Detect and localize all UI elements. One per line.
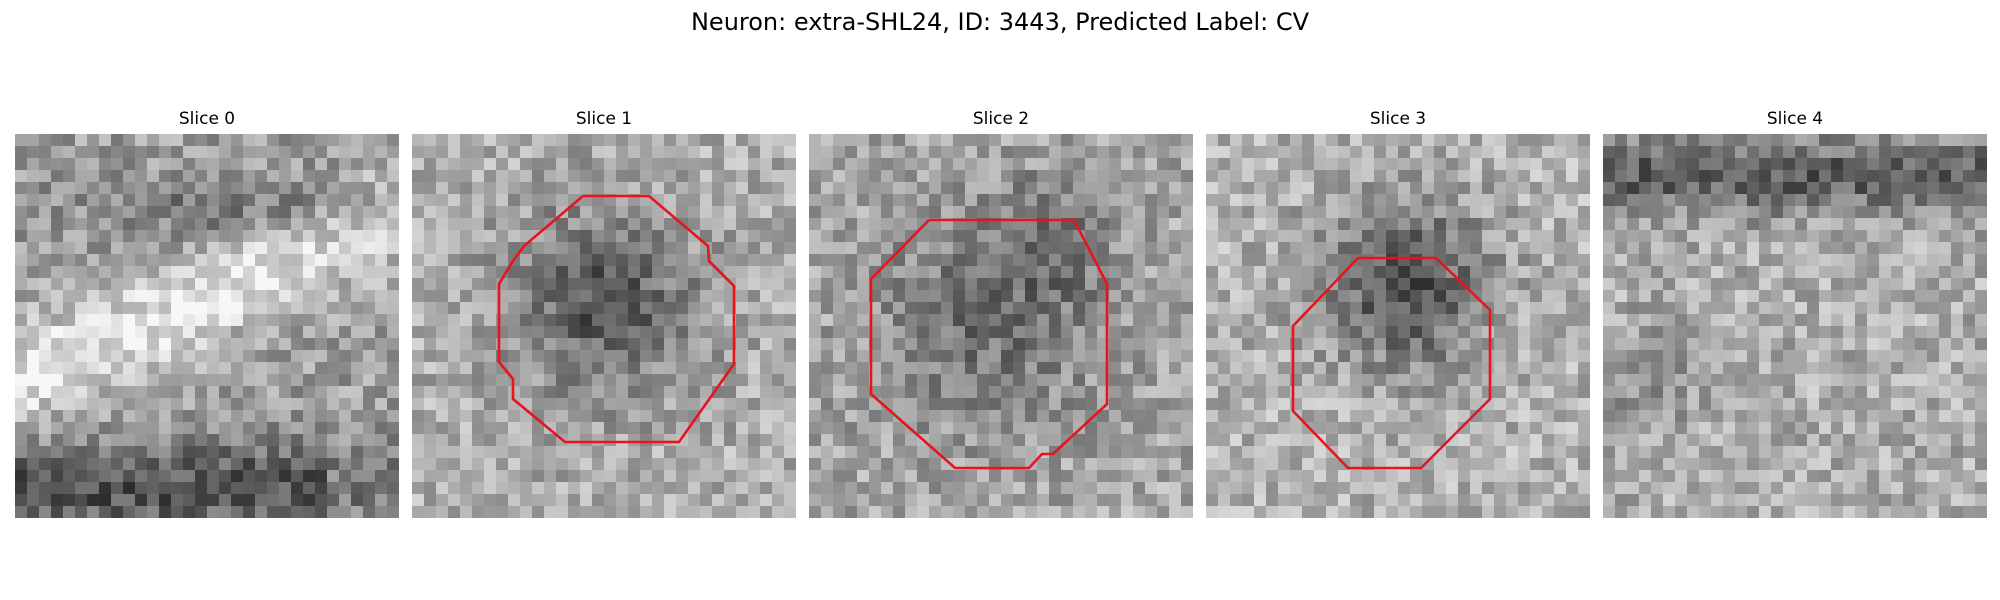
- contour-overlay: [497, 194, 736, 444]
- slice-title: Slice 3: [1369, 109, 1427, 129]
- slice-title: Slice 1: [575, 109, 633, 129]
- slice-panel-3: Slice 3: [1206, 108, 1590, 518]
- slice-title: Slice 4: [1766, 109, 1824, 129]
- grayscale-slice-image: [809, 134, 1193, 518]
- contour-overlay: [1291, 256, 1492, 470]
- slice-title: Slice 2: [972, 109, 1030, 129]
- cell-contour: [497, 194, 736, 444]
- cell-contour: [869, 218, 1109, 470]
- figure-title: Neuron: extra-SHL24, ID: 3443, Predicted…: [690, 8, 1310, 36]
- grayscale-slice-image: [1206, 134, 1590, 518]
- contour-overlay: [869, 218, 1109, 470]
- cell-contour: [1291, 256, 1492, 470]
- slice-panel-2: Slice 2: [809, 108, 1193, 518]
- slice-title: Slice 0: [178, 109, 236, 129]
- grayscale-slice-image: [15, 134, 399, 518]
- slice-panel-4: Slice 4: [1603, 108, 1987, 518]
- grayscale-slice-image: [412, 134, 796, 518]
- grayscale-slice-image: [1603, 134, 1987, 518]
- slice-panel-1: Slice 1: [412, 108, 796, 518]
- slice-panel-0: Slice 0: [15, 108, 399, 518]
